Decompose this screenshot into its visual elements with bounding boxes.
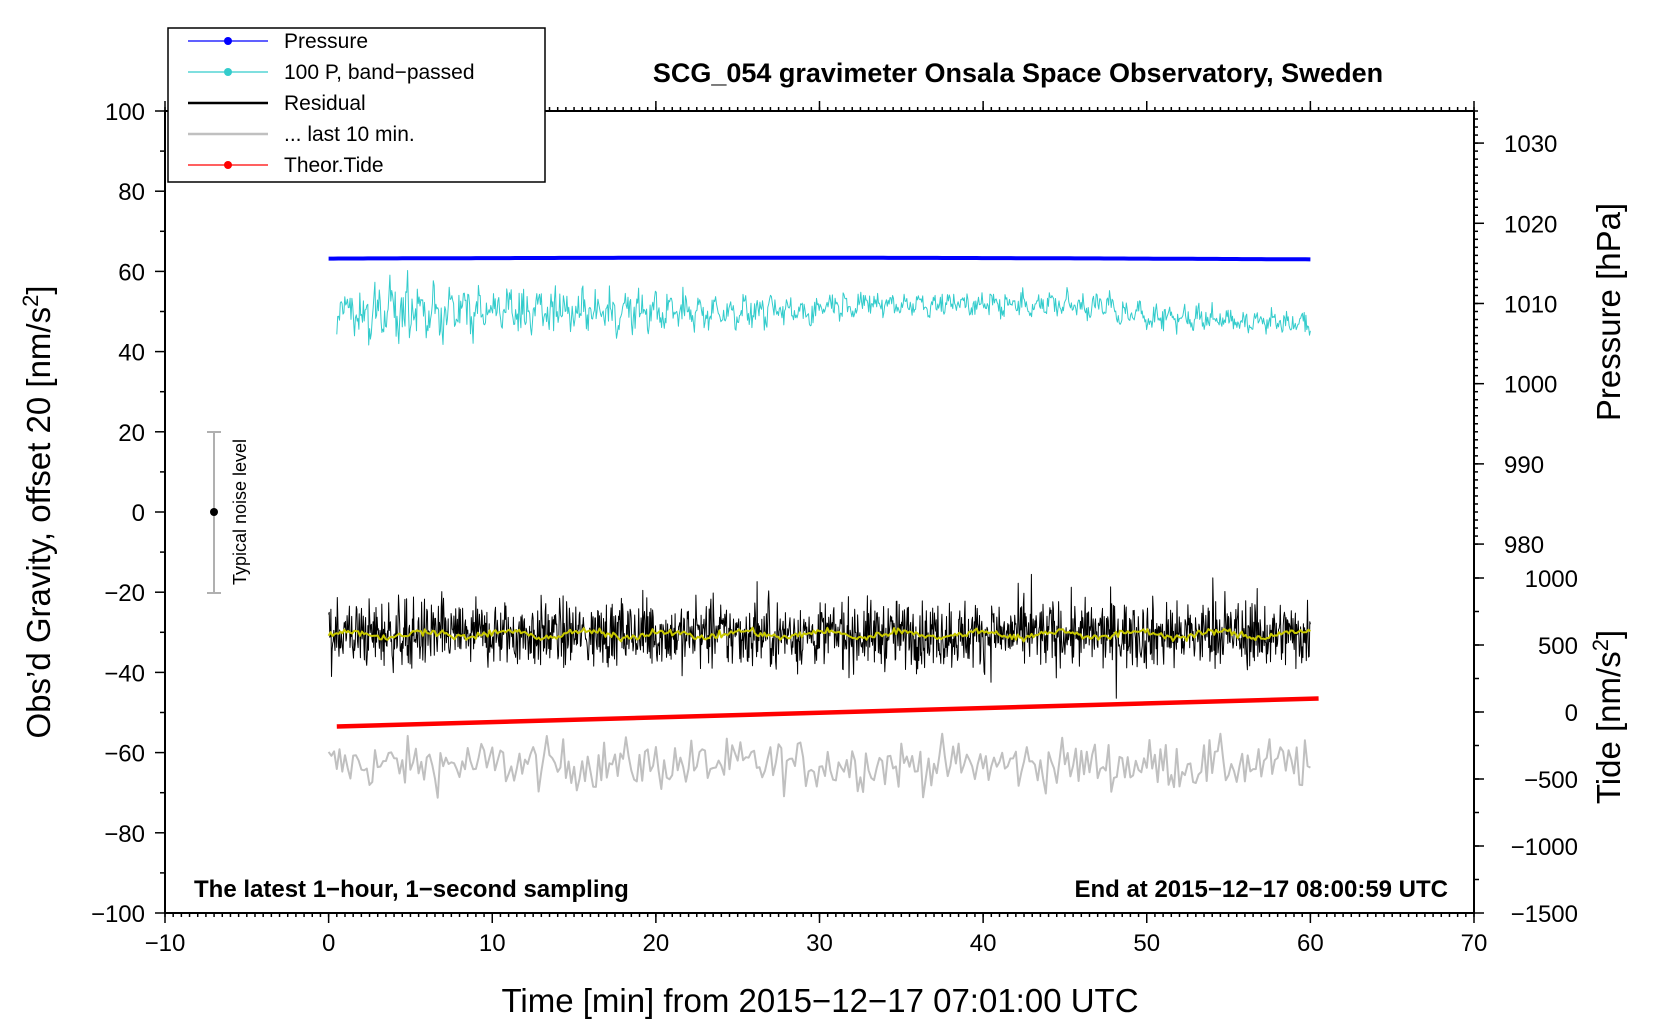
x-tick-label: 20 [643,930,670,957]
y-pressure-tick-label: 980 [1504,532,1544,559]
x-tick-label: 10 [479,930,506,957]
y-pressure-tick-label: 1010 [1504,291,1557,318]
y-axis-title-left: Obs’d Gravity, offset 20 [nm/s2] [18,285,57,738]
y-axis-title-tide-main: Tide [nm/s [1590,651,1627,804]
chart-title: SCG_054 gravimeter Onsala Space Observat… [653,58,1383,88]
y-tide-tick-label: 500 [1538,633,1578,660]
series-last-10-min [327,732,1311,799]
legend-marker [224,68,232,76]
y-tide-tick-label: −1000 [1511,834,1578,861]
y-axis-title-tide-sup: 2 [1588,639,1613,651]
y-left-tick-label: 20 [118,420,145,447]
x-tick-label: 0 [322,930,335,957]
y-left-tick-label: 100 [105,99,145,126]
legend-box [167,27,546,183]
x-tick-label: 40 [970,930,997,957]
annotation-sampling: The latest 1−hour, 1−second sampling [194,876,629,903]
legend-marker [224,161,232,169]
y-axis-title-left-end: ] [20,285,57,294]
noise-label: Typical noise level [230,439,250,585]
legend-marker [224,37,232,45]
y-tide-tick-label: 1000 [1525,566,1578,593]
series-pressure [328,255,1311,262]
legend-label: Pressure [284,30,368,53]
y-axis-title-tide-end: ] [1590,630,1627,639]
y-left-tick-label: 40 [118,340,145,367]
y-pressure-tick-label: 1020 [1504,211,1557,238]
legend-label: ... last 10 min. [284,123,415,146]
annotation-end-time: End at 2015−12−17 08:00:59 UTC [1074,876,1448,903]
y-axis-title-left-sup: 2 [18,295,43,307]
y-pressure-tick-label: 1000 [1504,372,1557,399]
y-left-tick-label: −40 [104,660,145,687]
y-axis-title-pressure: Pressure [hPa] [1590,203,1627,421]
legend-items: Pressure 100 P, band−passed Residual ... la… [188,30,475,177]
y-left-tick-label: −20 [104,580,145,607]
y-tide-tick-label: −1500 [1511,901,1578,928]
y-left-tick-label: −100 [91,901,145,928]
y-left-tick-label: 80 [118,179,145,206]
series-residual-smoothed [327,626,1312,643]
y-left-tick-label: 0 [132,500,145,527]
x-tick-label: 60 [1297,930,1324,957]
noise-indicator: Typical noise level [207,431,250,594]
legend-label: 100 P, band−passed [284,61,475,84]
x-tick-label: 50 [1133,930,1160,957]
x-tick-label: 30 [806,930,833,957]
legend-label: Theor.Tide [284,154,384,177]
y-left-tick-label: 60 [118,259,145,286]
y-pressure-tick-label: 1030 [1504,131,1557,158]
x-axis-title: Time [min] from 2015−12−17 07:01:00 UTC [501,982,1138,1019]
y-axis-title-tide: Tide [nm/s2] [1588,630,1627,804]
y-tide-tick-label: −500 [1524,767,1578,794]
y-pressure-tick-label: 990 [1504,452,1544,479]
legend: Pressure 100 P, band−passed Residual ... la… [167,27,546,183]
series-theor-tide [336,696,1319,729]
y-left-tick-label: −80 [104,821,145,848]
series-layer [327,255,1319,799]
x-tick-label: −10 [145,930,186,957]
legend-label: Residual [284,92,366,115]
y-left-tick-label: −60 [104,741,145,768]
noise-bar-center-dot [210,508,218,516]
y-tide-tick-label: 0 [1565,700,1578,727]
series-residual [328,573,1311,699]
series-pressure-bandpassed [336,270,1311,346]
y-axis-title-left-main: Obs’d Gravity, offset 20 [nm/s [20,307,57,739]
x-tick-label: 70 [1461,930,1488,957]
